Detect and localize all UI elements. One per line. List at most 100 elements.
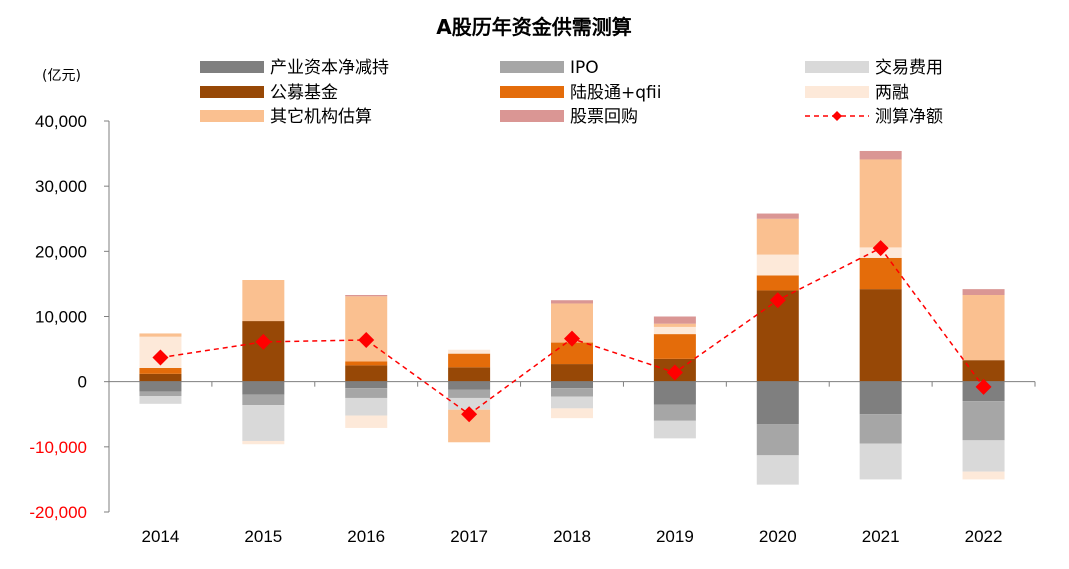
bar-segment [653,326,696,335]
legend-label: 股票回购 [570,107,638,127]
x-tick-label: 2018 [553,527,591,546]
legend-label: 其它机构估算 [270,107,372,127]
net-line-point [358,331,375,348]
bar-segment [756,455,799,485]
x-tick-label: 2016 [347,527,385,546]
bar-segment [448,349,491,354]
bar-segment [242,440,285,445]
bar-segment [242,394,285,406]
bar-segment [242,280,285,322]
bar-segment [345,294,388,297]
y-tick-label: 0 [78,373,87,392]
legend-label: 产业资本净减持 [270,58,389,78]
bar-segment [448,389,491,398]
bar-segment [962,401,1005,441]
x-tick-label: 2019 [656,527,694,546]
y-axis: 40,000 30,000 20,000 10,000 0 -10,000 -20,000 [29,112,110,522]
net-line-series [152,240,992,423]
net-line-point [975,378,992,395]
x-tick-label: 2015 [244,527,282,546]
bar-segment [653,323,696,327]
bar-segment [551,300,593,304]
legend-swatch [200,86,264,98]
bar-segment [242,405,285,441]
x-tick-label: 2022 [965,527,1003,546]
x-tick-label: 2021 [862,527,900,546]
chart-title: A股历年资金供需测算 [436,15,631,39]
bar-segment [962,289,1005,295]
y-tick-label: -10,000 [29,438,87,457]
bar-segment [859,150,902,160]
legend-label: 交易费用 [875,58,943,78]
x-tick-label: 2020 [759,527,797,546]
bar-segment [859,257,902,290]
bar-segment [962,294,1005,361]
y-tick-label: 20,000 [35,242,87,261]
bar-segment [859,159,902,248]
bar-segment [448,381,491,390]
bar-segment [551,342,593,365]
net-line-point [666,364,683,381]
net-line-point [872,240,889,257]
net-line-point [564,330,580,347]
bar-segment [962,440,1005,472]
bar-segment [139,381,182,392]
bar-segment [139,391,182,397]
bar-segment [242,381,285,395]
bar-segment [859,443,902,480]
legend-label: 测算净额 [875,107,943,127]
legend-label: IPO [570,58,599,78]
legend-swatch [200,61,264,73]
bar-segment [962,471,1005,480]
bar-segment [448,397,491,410]
bar-segment [345,415,388,428]
x-tick-label: 2014 [142,527,180,546]
bar-segment [345,296,388,362]
bar-segment [756,218,799,255]
legend-swatch [500,110,564,122]
bar-segment [653,316,696,324]
bar-segment [756,424,799,456]
legend-label: 公募基金 [270,83,338,103]
bar-segment [859,381,902,415]
bar-segment [139,367,182,374]
legend-label: 陆股通+qfii [570,83,661,103]
bar-segment [345,388,388,398]
bar-segment [756,254,799,276]
bar-segment [756,213,799,219]
bar-segment [139,373,182,382]
bar-segment [139,333,182,337]
bar-segment [345,381,388,389]
net-line-point [255,333,272,350]
bar-segment [859,289,902,382]
bar-segment [345,365,388,382]
bar-segment [859,414,902,444]
bar-segment [653,420,696,439]
legend-swatch [805,61,869,73]
y-tick-label: -20,000 [29,503,87,522]
bar-segment [551,396,593,409]
y-tick-label: 10,000 [35,308,87,327]
y-tick-label: 30,000 [35,177,87,196]
bar-segment [653,381,696,405]
net-line-point [461,406,478,423]
bar-segment [551,381,593,389]
bar-segment [756,381,799,425]
x-tick-label: 2017 [450,527,488,546]
bar-segment [242,321,285,382]
legend-label: 两融 [875,83,909,103]
bar-segment [962,360,1005,382]
bar-segment [653,334,696,359]
y-axis-unit-label: (亿元) [42,68,81,84]
bar-segment [345,397,388,416]
y-tick-label: 40,000 [35,112,87,131]
bar-segment [448,367,491,382]
bar-segment [551,364,593,382]
bar-segment [448,353,491,368]
legend-swatch [805,86,869,98]
bar-segment [551,408,593,419]
bar-segment [653,404,696,421]
legend-marker [832,111,842,121]
